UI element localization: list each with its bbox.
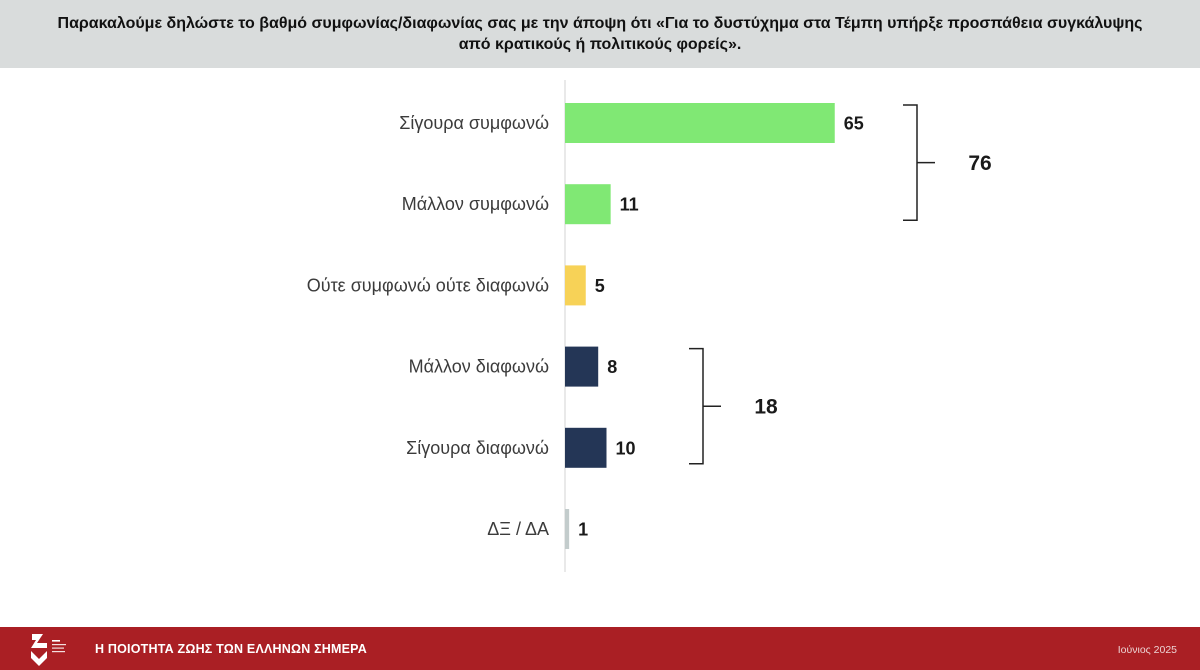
category-label-definitely-agree: Σίγουρα συμφωνώ [399,113,549,133]
footer-bar: Η ΠΟΙΟΤΗΤΑ ΖΩΗΣ ΤΩΝ ΕΛΛΗΝΩΝ ΣΗΜΕΡΑ Ιούνι… [0,627,1200,670]
logo-wordmark-line [52,651,65,653]
value-label-rather-agree: 11 [620,195,639,215]
bar-rather-disagree [565,346,599,387]
value-label-definitely-disagree: 10 [616,438,636,458]
group-total-label-2: 18 [754,396,778,419]
value-label-neither-agree-nor-disagree: 5 [595,276,605,296]
value-label-definitely-agree: 65 [844,114,864,134]
bar-neither-agree-nor-disagree [565,265,586,306]
organization-logo-icon [31,634,66,666]
bar-definitely-agree [565,103,835,143]
logo-wordmark-line [52,644,66,646]
question-title: Παρακαλούμε δηλώστε το βαθμό συμφωνίας/δ… [57,15,1143,53]
group-bracket-1 [903,104,935,221]
logo-wordmark-line [52,647,64,649]
logo-mark-bottom [31,651,47,666]
logo-mark-top [31,634,47,648]
logo-wordmark-line [52,640,60,642]
bar-definitely-disagree [565,427,607,468]
group-bracket-2 [689,347,721,465]
category-label-neither-agree-nor-disagree: Ούτε συμφωνώ ούτε διαφωνώ [307,275,549,295]
survey-title: Η ΠΟΙΟΤΗΤΑ ΖΩΗΣ ΤΩΝ ΕΛΛΗΝΩΝ ΣΗΜΕΡΑ [95,642,368,656]
bar-rather-agree [565,184,611,225]
category-label-rather-disagree: Μάλλον διαφωνώ [409,357,549,377]
question-banner: Παρακαλούμε δηλώστε το βαθμό συμφωνίας/δ… [0,0,1200,68]
group-total-label-1: 76 [968,152,991,175]
report-date: Ιούνιος 2025 [1117,644,1177,656]
category-label-dont-know-no-answer: ΔΞ / ΔΑ [487,519,549,539]
value-label-dont-know-no-answer: 1 [578,520,588,540]
value-label-rather-disagree: 8 [607,357,617,377]
bar-dont-know-no-answer [565,509,570,549]
category-label-definitely-disagree: Σίγουρα διαφωνώ [406,438,549,458]
category-label-rather-agree: Μάλλον συμφωνώ [402,194,549,214]
